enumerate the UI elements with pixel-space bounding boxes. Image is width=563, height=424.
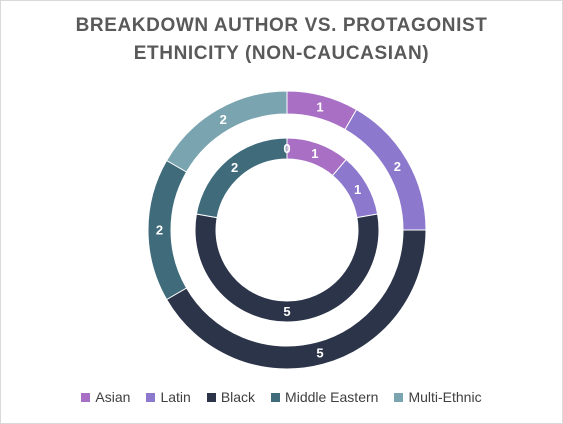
inner-ring-segment-middle-eastern — [195, 137, 288, 219]
legend-item-latin: Latin — [146, 389, 191, 405]
outer-ring-label-multi-ethnic: 2 — [220, 112, 227, 127]
legend-item-black: Black — [206, 389, 256, 405]
legend-item-middle-eastern: Middle Eastern — [271, 389, 378, 405]
legend-swatch-middle-eastern — [271, 392, 281, 402]
inner-ring-label-latin: 1 — [354, 182, 361, 197]
inner-ring-label-black: 5 — [283, 304, 290, 319]
chart-title-line-2: ETHNICITY (NON-CAUCASIAN) — [133, 43, 430, 64]
legend-swatch-asian — [81, 392, 91, 402]
legend-item-asian: Asian — [81, 389, 130, 405]
legend-label-asian: Asian — [95, 389, 131, 405]
legend-label-middle-eastern: Middle Eastern — [285, 389, 379, 405]
chart-title: BREAKDOWN AUTHOR VS. PROTAGONIST ETHNICI… — [0, 12, 563, 68]
legend-label-black: Black — [220, 389, 256, 405]
inner-ring-label-middle-eastern: 2 — [231, 160, 238, 175]
outer-ring-segment-middle-eastern — [147, 159, 188, 301]
legend-item-multi-ethnic: Multi-Ethnic — [394, 389, 482, 405]
outer-ring-segment-multi-ethnic — [165, 90, 288, 173]
outer-ring-label-middle-eastern: 2 — [156, 223, 163, 238]
inner-ring-label-multi-ethnic: 0 — [283, 141, 290, 156]
chart-title-line-1: BREAKDOWN AUTHOR VS. PROTAGONIST — [75, 15, 488, 36]
inner-ring-segment-black — [194, 213, 380, 323]
inner-ring-label-asian: 1 — [311, 146, 318, 161]
outer-ring-label-black: 5 — [316, 346, 323, 361]
legend-label-latin: Latin — [160, 389, 191, 405]
legend: Asian Latin Black Middle Eastern Multi-E… — [0, 389, 563, 405]
outer-ring-label-asian: 1 — [316, 99, 323, 114]
legend-swatch-latin — [146, 392, 156, 402]
legend-swatch-black — [206, 392, 216, 402]
legend-swatch-multi-ethnic — [394, 392, 404, 402]
outer-ring-label-latin: 2 — [394, 159, 401, 174]
legend-label-multi-ethnic: Multi-Ethnic — [408, 389, 482, 405]
